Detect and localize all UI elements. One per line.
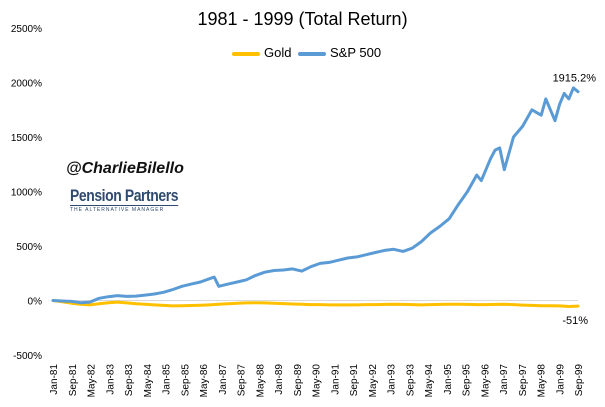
x-tick-label: Jan-91 [330, 364, 341, 395]
legend-label-sp500: S&P 500 [330, 45, 382, 60]
x-axis: Jan-81 Sep-81 May-82 Jan-83 Sep-83 May-84 Jan-… [49, 364, 585, 398]
x-tick-label: Sep-85 [180, 364, 191, 397]
x-tick-label: May-96 [480, 364, 491, 398]
legend-label-gold: Gold [264, 45, 292, 60]
x-tick-label: May-82 [87, 364, 98, 398]
chart-title: 1981 - 1999 (Total Return) [197, 9, 408, 29]
x-tick-label: Sep-97 [518, 364, 529, 397]
brand-name: Pension Partners [70, 186, 179, 206]
x-tick-label: Sep-95 [462, 364, 473, 397]
x-tick-label: May-88 [255, 364, 266, 398]
series-line-gold [51, 299, 580, 308]
brand-logo: Pension Partners THE ALTERNATIVE MANAGER [70, 186, 202, 213]
x-tick-label: Sep-91 [349, 364, 360, 397]
x-tick-label: May-94 [424, 364, 435, 398]
x-tick-label: Jan-95 [443, 364, 454, 395]
legend-item-gold: Gold [232, 45, 291, 60]
y-tick-label: 2500% [11, 24, 42, 35]
x-tick-label: Jan-97 [499, 364, 510, 395]
x-tick-label: Sep-93 [405, 364, 416, 397]
x-tick-label: Jan-89 [274, 364, 285, 395]
x-tick-label: May-84 [143, 364, 154, 398]
y-tick-label: 0% [28, 297, 43, 308]
x-tick-label: Jan-81 [49, 364, 60, 395]
series-line-sp500 [51, 86, 580, 305]
x-tick-label: May-86 [199, 364, 210, 398]
y-tick-label: -500% [13, 351, 42, 362]
x-tick-label: Jan-93 [387, 364, 398, 395]
x-tick-label: Sep-83 [124, 364, 135, 397]
author-handle: @CharlieBilello [66, 160, 184, 177]
brand-tagline: THE ALTERNATIVE MANAGER [70, 207, 165, 213]
end-value-label: 1915.2% [553, 73, 597, 85]
y-tick-label: 1000% [11, 188, 42, 199]
x-tick-label: Jan-85 [162, 364, 173, 395]
x-tick-label: May-98 [537, 364, 548, 398]
y-tick-label: 2000% [11, 79, 42, 90]
legend-swatch-gold [232, 51, 260, 56]
y-axis: -500% 0% 500% 1000% 1500% 2000% 2500% [11, 24, 578, 362]
legend-item-sp500: S&P 500 [298, 45, 381, 60]
end-labels: -51% 1915.2% [553, 73, 597, 327]
legend-swatch-sp500 [298, 51, 326, 56]
y-tick-label: 500% [16, 242, 42, 253]
series-layer [51, 86, 580, 308]
y-tick-label: 1500% [11, 133, 42, 144]
x-tick-label: May-90 [312, 364, 323, 398]
x-tick-label: Jan-87 [218, 364, 229, 395]
x-tick-label: Sep-99 [574, 364, 585, 397]
x-tick-label: Sep-89 [293, 364, 304, 397]
x-tick-label: Jan-99 [555, 364, 566, 395]
chart-legend: Gold S&P 500 [0, 45, 605, 65]
x-tick-label: May-92 [368, 364, 379, 398]
x-tick-label: Sep-81 [68, 364, 79, 397]
end-value-label: -51% [562, 315, 588, 327]
x-tick-label: Sep-87 [237, 364, 248, 397]
x-tick-label: Jan-83 [105, 364, 116, 395]
